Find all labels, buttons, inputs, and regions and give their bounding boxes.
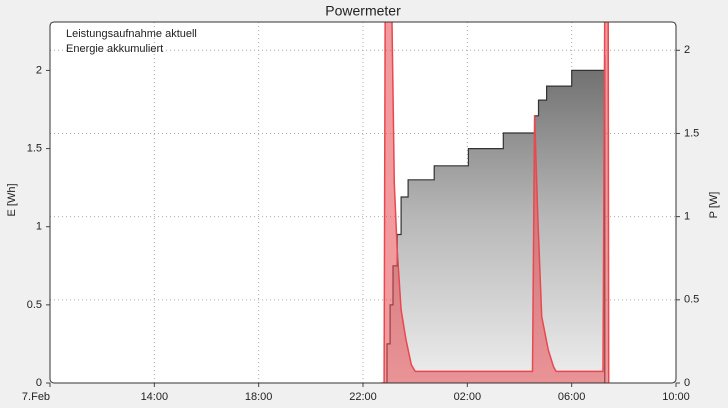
legend-entry: Energie akkumuliert bbox=[66, 43, 163, 55]
x-tick-label: 02:00 bbox=[454, 391, 482, 403]
chart-title: Powermeter bbox=[325, 3, 401, 19]
legend-entry: Leistungsaufnahme aktuell bbox=[66, 28, 197, 40]
y-tick-label: 0 bbox=[36, 377, 42, 389]
y-tick-label: 1.5 bbox=[27, 142, 42, 154]
y-tick-label: 2 bbox=[36, 64, 42, 76]
y-tick-label: 1 bbox=[36, 221, 42, 233]
y2-tick-label: 0.5 bbox=[684, 294, 699, 306]
y2-tick-label: 2 bbox=[684, 44, 690, 56]
x-tick-label: 14:00 bbox=[141, 391, 169, 403]
y2-tick-label: 1.5 bbox=[684, 127, 699, 139]
x-tick-label: 10:00 bbox=[662, 391, 690, 403]
y2-tick-label: 1 bbox=[684, 211, 690, 223]
power-area bbox=[381, 22, 609, 383]
energy-area bbox=[384, 54, 605, 383]
x-tick-label: 06:00 bbox=[558, 391, 586, 403]
plot bbox=[50, 22, 676, 383]
power-line bbox=[381, 22, 610, 383]
overlay: 7.Feb 14:00 18:00 22:00 02:00 06:00 10:00 0 0.5 1… bbox=[22, 21, 699, 403]
y-tick-label: 0.5 bbox=[27, 299, 42, 311]
x-tick-label: 18:00 bbox=[245, 391, 273, 403]
y2-axis-label: P [W] bbox=[708, 192, 720, 219]
y-axis-label: E [Wh] bbox=[6, 183, 18, 216]
plot-border bbox=[49, 21, 677, 384]
y2-tick-label: 0 bbox=[684, 377, 690, 389]
x-tick-label: 22:00 bbox=[349, 391, 377, 403]
x-tick-label: 7.Feb bbox=[22, 391, 50, 403]
